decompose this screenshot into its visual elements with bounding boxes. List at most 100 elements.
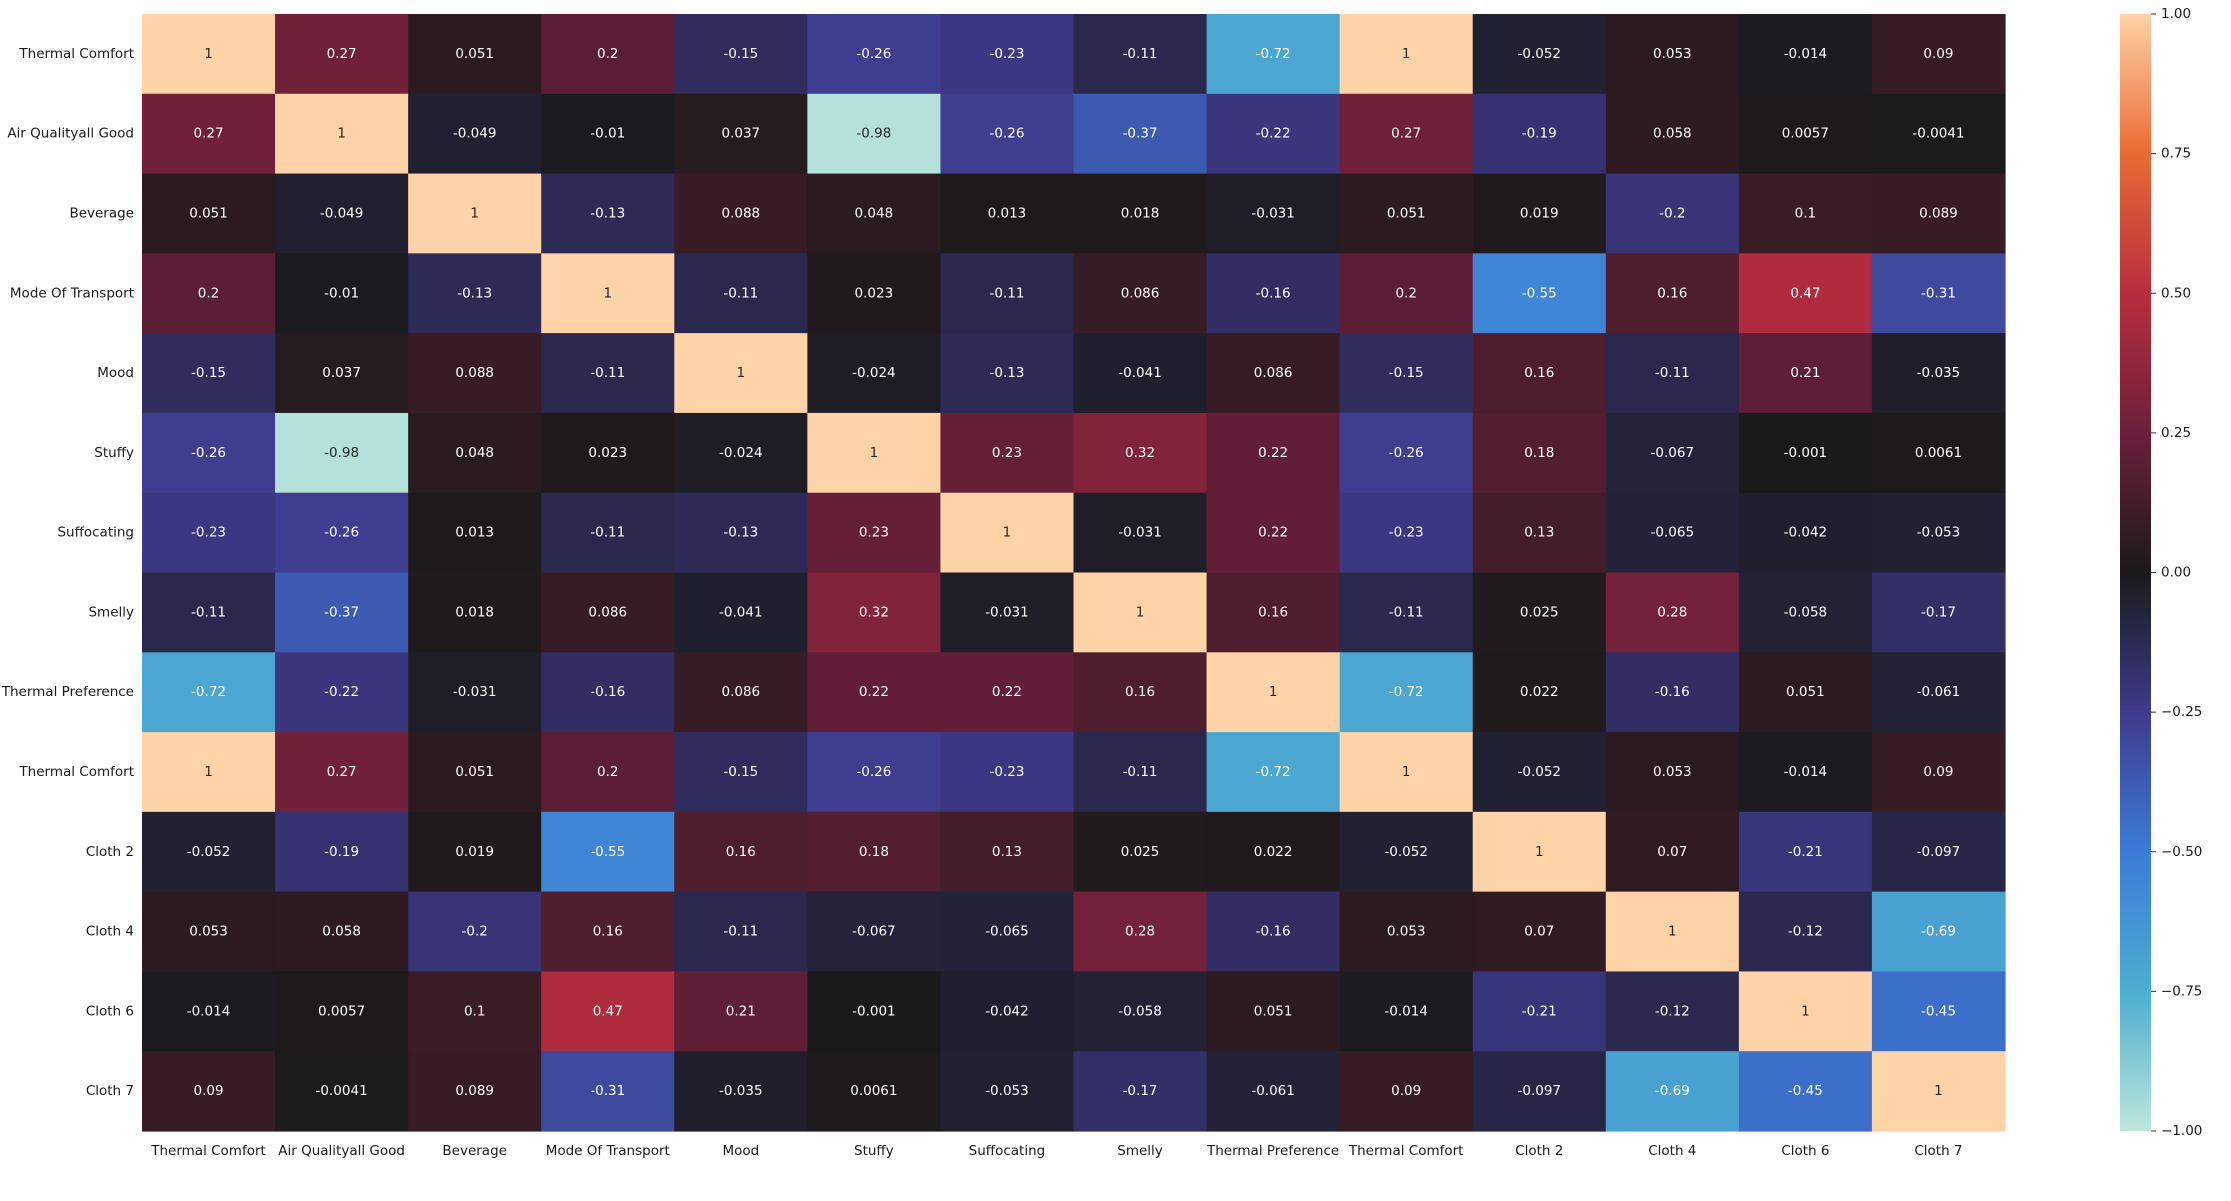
heatmap-cell [541,811,675,893]
cell-value-label: -0.053 [1917,525,1961,541]
cell-value-label: -0.065 [1651,525,1695,541]
heatmap-cell [1871,732,2006,813]
heatmap-cell [1871,891,2006,973]
heatmap-cell [674,572,808,653]
heatmap-cell [1073,173,1208,254]
heatmap-cell [1738,811,1873,893]
heatmap-cell [1738,971,1873,1052]
cell-value-label: -0.69 [1921,924,1956,940]
heatmap-cell [940,1051,1075,1132]
x-tick-label: Mood [722,1143,759,1159]
heatmap-cell [1206,572,1341,653]
cell-value-label: 0.019 [455,844,494,860]
heatmap-cell [1472,14,1607,95]
cell-value-label: 0.2 [198,285,219,301]
cell-value-label: -0.17 [1921,604,1956,620]
y-tick-label: Thermal Preference [1,684,134,700]
heatmap-cell [674,412,808,494]
cell-value-label: 1 [204,764,213,780]
heatmap-cell [1738,492,1873,574]
x-tick-label: Thermal Preference [1206,1143,1339,1159]
cell-value-label: -0.98 [856,126,891,142]
cell-value-label: 1 [870,445,879,461]
cell-value-label: 0.048 [455,445,494,461]
cell-value-label: -0.26 [1389,445,1424,461]
cell-value-label: -0.45 [1788,1083,1823,1099]
heatmap-cell [807,412,942,494]
heatmap-cell [1206,891,1341,973]
heatmap-cell [408,412,542,494]
cell-value-label: 0.22 [1258,525,1288,541]
heatmap-cell [275,93,409,175]
cell-value-label: -0.15 [723,764,758,780]
cell-value-label: -0.22 [1256,126,1291,142]
heatmap-cell [674,811,808,893]
colorbar-tick-label: 0.50 [2161,285,2191,301]
cell-value-label: -0.014 [1784,764,1828,780]
cell-value-label: -0.041 [719,604,763,620]
cell-value-label: 0.07 [1524,924,1554,940]
cell-value-label: -0.69 [1655,1083,1690,1099]
cell-value-label: -0.01 [324,285,359,301]
cell-value-label: 0.18 [1524,445,1554,461]
cell-value-label: 0.09 [1923,764,1953,780]
heatmap-cell [807,572,942,653]
heatmap-cell [275,652,409,733]
cell-value-label: -0.15 [191,365,226,381]
heatmap-cell [807,1051,942,1132]
heatmap-cell [408,14,542,95]
cell-value-label: 1 [1934,1083,1943,1099]
cell-value-label: 0.023 [588,445,627,461]
y-tick-label: Thermal Comfort [18,764,134,780]
cell-value-label: -0.37 [1123,126,1158,142]
heatmap-cell [1472,652,1607,733]
heatmap-cell [1738,412,1873,494]
heatmap-cell [1871,971,2006,1052]
heatmap-cell [541,492,675,574]
heatmap-cell [408,173,542,254]
colorbar-tick-label: −1.00 [2161,1123,2202,1139]
cell-value-label: -0.052 [187,844,231,860]
cell-value-label: -0.16 [590,684,625,700]
cell-value-label: 0.0061 [1915,445,1962,461]
cell-value-label: -0.053 [985,1083,1029,1099]
x-tick-label: Cloth 6 [1781,1143,1829,1159]
heatmap-cell [275,572,409,653]
cell-value-label: -0.11 [1123,764,1158,780]
cell-value-label: -0.13 [590,205,625,221]
heatmap-cell [940,492,1075,574]
cell-value-label: -0.024 [852,365,896,381]
heatmap-cell [674,1051,808,1132]
heatmap-cell [1605,93,1740,175]
heatmap-cell [1472,412,1607,494]
heatmap-cell [408,1051,542,1132]
heatmap-cell [940,572,1075,653]
heatmap-cell [1206,971,1341,1052]
cell-value-label: 0.013 [988,205,1027,221]
heatmap-cell [1206,732,1341,813]
cell-value-label: 0.051 [1387,205,1426,221]
heatmap-cell [1073,891,1208,973]
cell-value-label: 0.048 [855,205,894,221]
heatmap-cell [1339,93,1474,175]
heatmap-cell [1738,173,1873,254]
heatmap-cell [1073,14,1208,95]
heatmap-cell [1472,811,1607,893]
heatmap-cell [1605,14,1740,95]
cell-value-label: -0.065 [985,924,1029,940]
heatmap-cell [408,572,542,653]
cell-value-label: 0.089 [455,1083,494,1099]
cell-value-label: 0.21 [726,1003,756,1019]
heatmap-cell [1339,652,1474,733]
cell-value-label: 0.18 [859,844,889,860]
heatmap-cell [142,412,276,494]
cell-value-label: 0.32 [859,604,889,620]
heatmap-cell [541,891,675,973]
heatmap-cell [408,971,542,1052]
cell-value-label: -0.024 [719,445,763,461]
heatmap-cell [275,333,409,414]
cell-value-label: -0.058 [1118,1003,1162,1019]
cell-value-label: -0.16 [1256,285,1291,301]
x-tick-label: Mode Of Transport [546,1143,670,1159]
cell-value-label: 1 [1003,525,1012,541]
